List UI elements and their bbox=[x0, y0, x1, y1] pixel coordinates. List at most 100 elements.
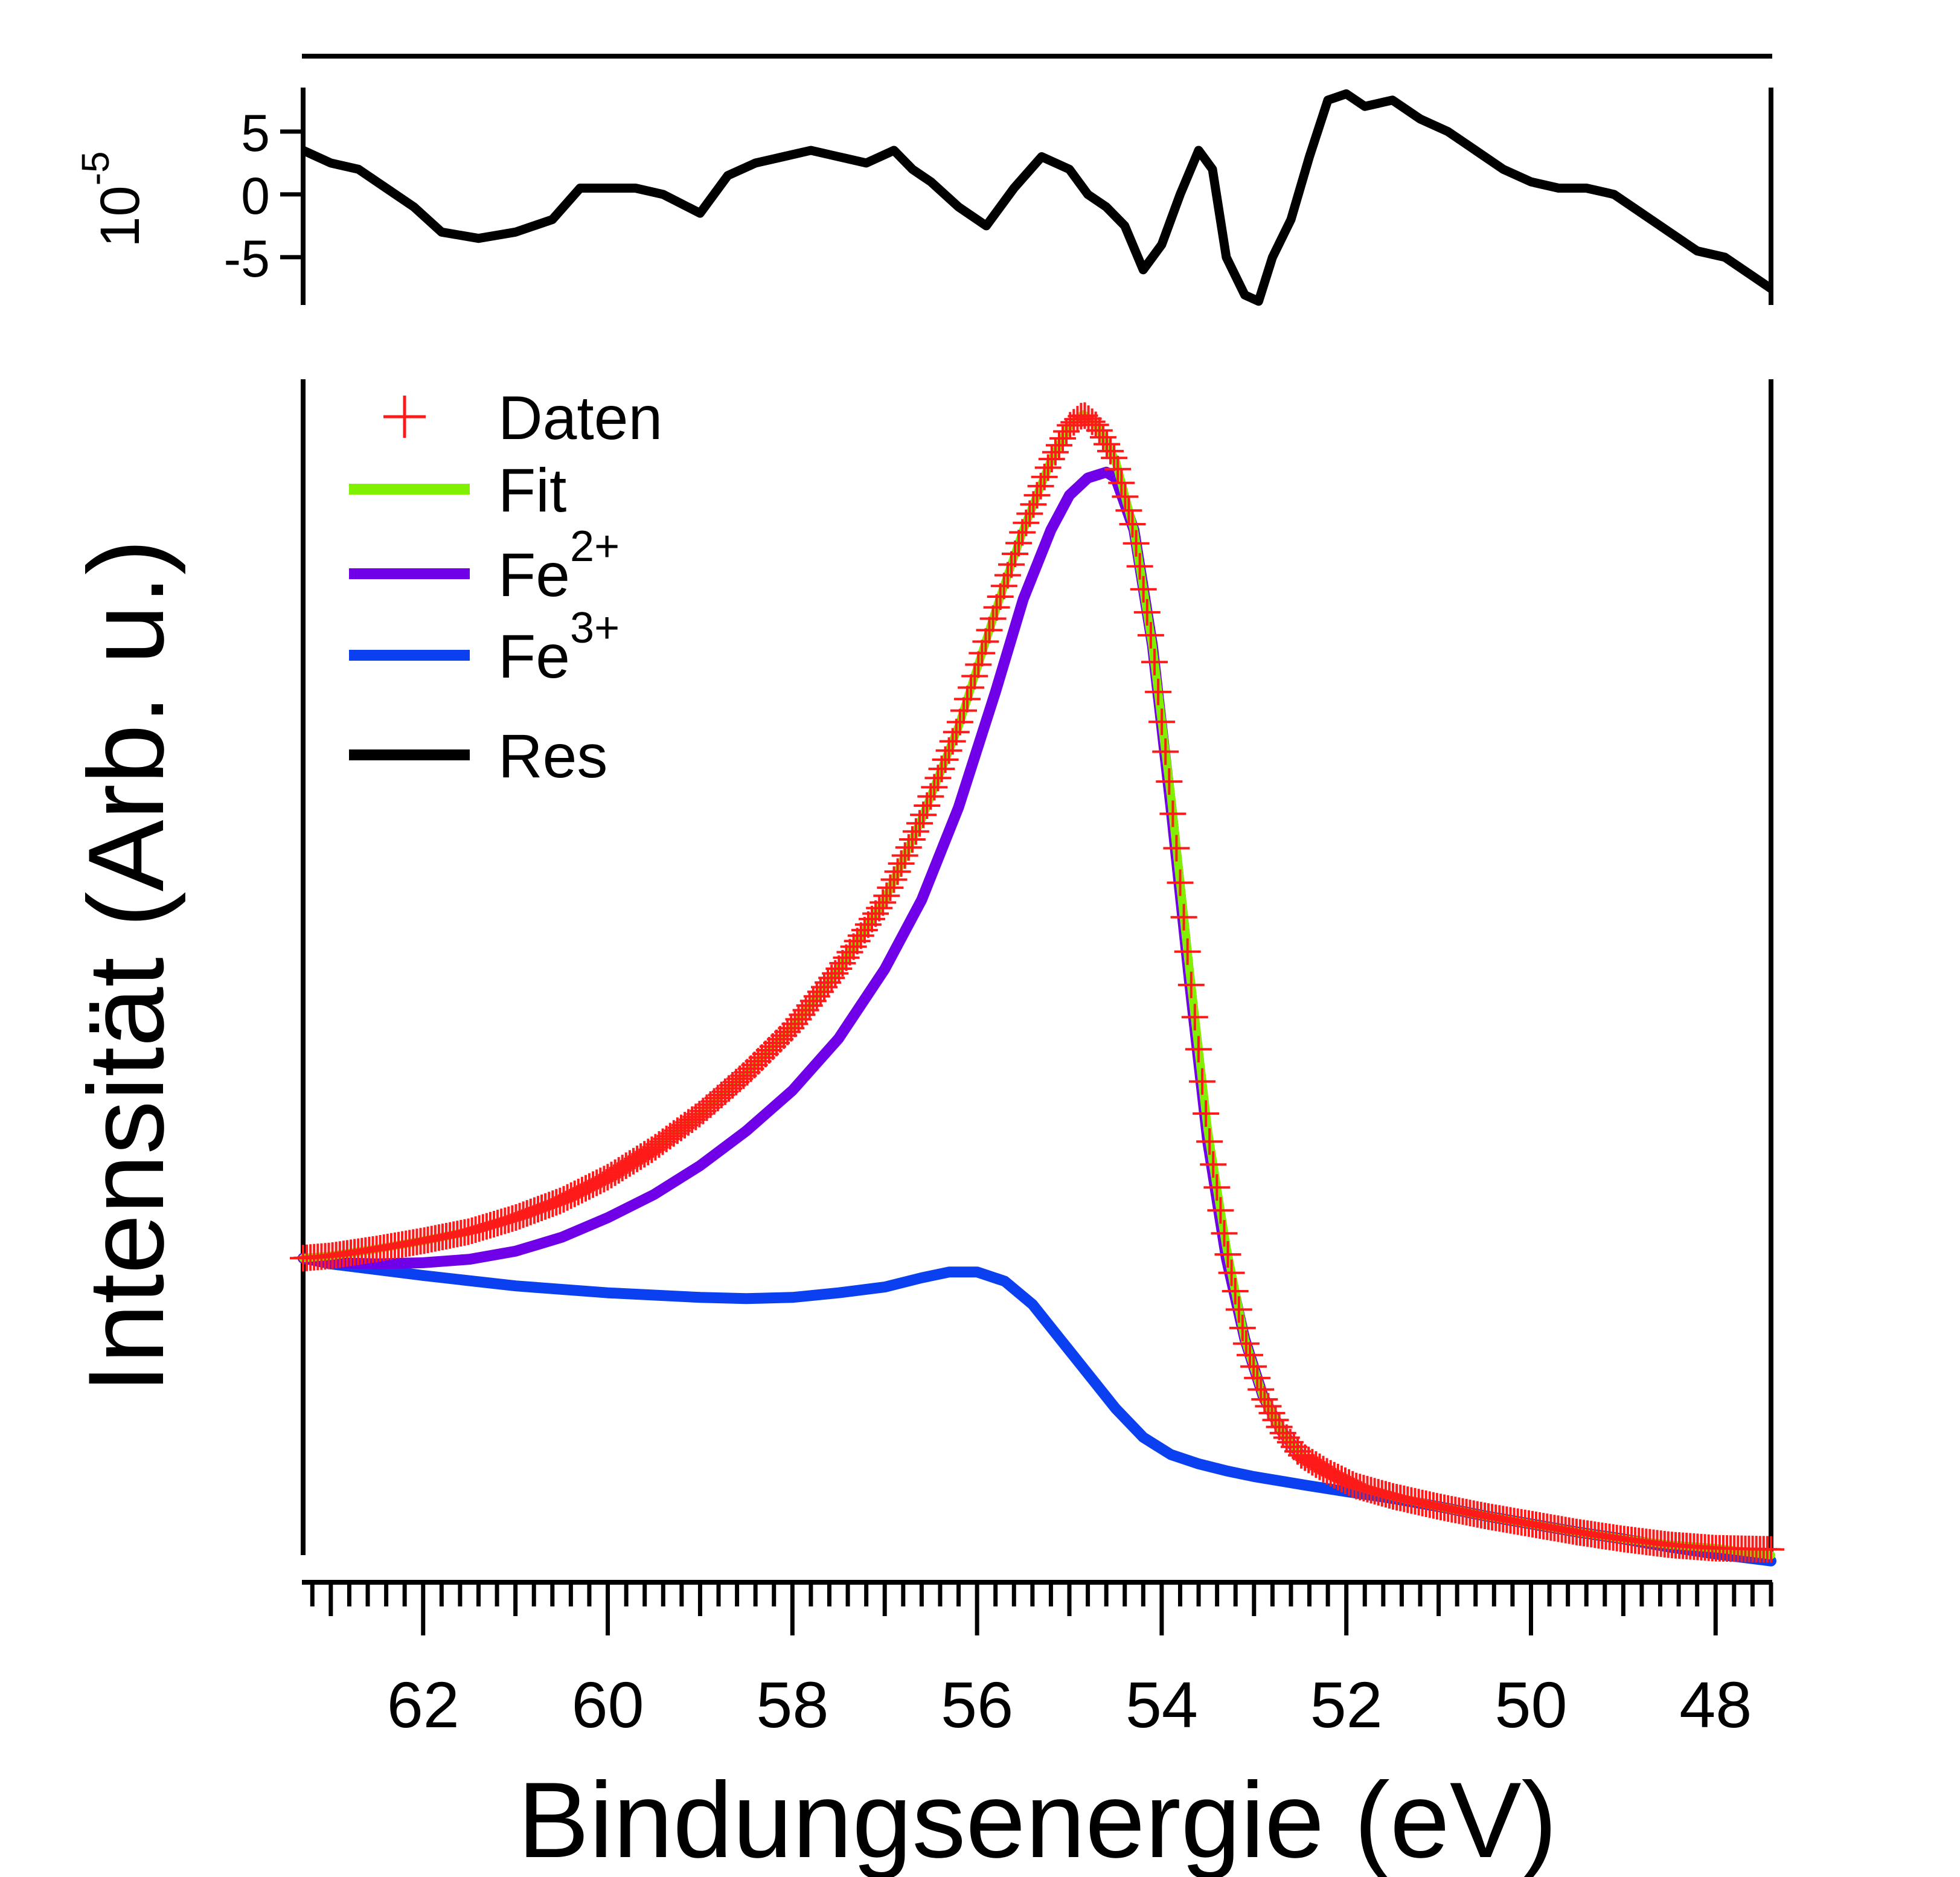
residual-y-label: 10-5 bbox=[74, 151, 151, 247]
daten-marker bbox=[554, 1184, 581, 1211]
daten-marker bbox=[1237, 1341, 1263, 1368]
daten-marker bbox=[946, 708, 973, 736]
daten-marker bbox=[1119, 511, 1146, 537]
daten-marker bbox=[1089, 424, 1116, 451]
daten-marker bbox=[976, 617, 1003, 644]
daten-marker bbox=[627, 1143, 655, 1170]
x-tick-label: 50 bbox=[1494, 1668, 1567, 1741]
daten-marker bbox=[1112, 483, 1139, 510]
daten-marker bbox=[847, 922, 874, 949]
legend-label: Fe3+ bbox=[498, 604, 620, 691]
daten-marker bbox=[1189, 1068, 1215, 1095]
daten-marker bbox=[1317, 1460, 1344, 1487]
daten-marker bbox=[1185, 1036, 1212, 1063]
x-tick-label: 60 bbox=[571, 1668, 644, 1741]
daten-marker bbox=[1207, 1197, 1234, 1224]
daten-marker bbox=[1310, 1455, 1337, 1483]
daten-marker bbox=[822, 960, 849, 987]
daten-marker bbox=[543, 1189, 570, 1216]
daten-marker bbox=[1758, 1536, 1784, 1563]
daten-marker bbox=[954, 685, 981, 713]
daten-marker bbox=[1332, 1467, 1359, 1494]
daten-marker bbox=[767, 1025, 794, 1053]
daten-marker bbox=[1295, 1446, 1322, 1474]
daten-marker bbox=[1177, 971, 1205, 998]
daten-marker bbox=[1222, 1278, 1249, 1304]
daten-marker bbox=[763, 1029, 790, 1056]
daten-marker bbox=[1313, 1458, 1340, 1485]
daten-marker bbox=[572, 1175, 599, 1202]
residual-line bbox=[301, 89, 1774, 306]
legend-daten-swatch bbox=[383, 396, 426, 438]
daten-marker bbox=[532, 1193, 559, 1220]
daten-marker bbox=[833, 944, 860, 971]
legend-label: Res bbox=[498, 722, 607, 791]
daten-marker bbox=[1170, 903, 1197, 931]
daten-marker bbox=[972, 628, 999, 655]
daten-marker bbox=[557, 1182, 584, 1209]
daten-marker bbox=[510, 1201, 537, 1228]
daten-marker bbox=[1156, 768, 1183, 795]
residual-y-tick-label: 5 bbox=[241, 104, 270, 162]
daten-marker bbox=[1115, 497, 1142, 524]
x-tick-label: 48 bbox=[1679, 1668, 1752, 1741]
daten-marker bbox=[580, 1171, 607, 1198]
daten-marker bbox=[1299, 1449, 1326, 1476]
y-axis-title: Intensität (Arb. u.) bbox=[66, 539, 186, 1394]
daten-marker bbox=[998, 551, 1025, 578]
daten-marker bbox=[1163, 835, 1190, 862]
daten-marker bbox=[635, 1138, 662, 1166]
daten-marker bbox=[1038, 446, 1065, 473]
residual-y-ticks: 50-5 bbox=[224, 104, 303, 288]
daten-marker bbox=[550, 1186, 577, 1213]
legend-label-text: Daten bbox=[498, 383, 662, 452]
daten-marker bbox=[961, 663, 988, 690]
residual-panel: 50-5 10-5 bbox=[74, 54, 1774, 306]
x-axis-ticks bbox=[310, 1582, 1773, 1635]
daten-marker bbox=[854, 911, 882, 938]
daten-marker bbox=[587, 1167, 614, 1195]
x-axis-title: Bindungsenergie (eV) bbox=[517, 1760, 1557, 1877]
daten-marker bbox=[1292, 1444, 1319, 1471]
daten-marker bbox=[730, 1062, 757, 1089]
legend-label-text: Fe bbox=[498, 541, 570, 609]
daten-marker bbox=[609, 1155, 636, 1182]
daten-marker bbox=[1211, 1220, 1238, 1247]
daten-marker bbox=[1123, 530, 1150, 557]
daten-marker bbox=[1218, 1259, 1245, 1286]
x-tick-label: 54 bbox=[1126, 1668, 1198, 1741]
daten-marker bbox=[576, 1173, 603, 1200]
residual-series bbox=[301, 89, 1774, 306]
daten-marker bbox=[520, 1197, 548, 1224]
daten-marker bbox=[620, 1147, 647, 1175]
daten-marker bbox=[958, 674, 985, 701]
daten-marker bbox=[1086, 417, 1113, 444]
daten-marker bbox=[528, 1195, 555, 1221]
daten-marker bbox=[759, 1033, 786, 1060]
daten-marker bbox=[624, 1145, 651, 1172]
daten-marker bbox=[745, 1048, 772, 1075]
daten-marker bbox=[862, 900, 889, 927]
legend-label: Fit bbox=[498, 456, 566, 525]
daten-marker bbox=[631, 1141, 658, 1168]
daten-marker bbox=[1174, 938, 1201, 965]
residual-y-label-exponent: -5 bbox=[74, 151, 117, 185]
daten-marker bbox=[987, 583, 1014, 610]
daten-marker bbox=[950, 697, 977, 724]
daten-marker bbox=[1258, 1399, 1286, 1426]
residual-y-tick-label: 0 bbox=[241, 167, 270, 225]
daten-marker bbox=[1288, 1442, 1315, 1469]
daten-marker bbox=[1324, 1463, 1351, 1490]
daten-marker bbox=[770, 1022, 798, 1049]
daten-marker bbox=[539, 1190, 566, 1218]
daten-marker bbox=[506, 1202, 533, 1230]
daten-marker bbox=[1049, 425, 1076, 452]
x-tick-label: 62 bbox=[387, 1668, 460, 1741]
daten-marker bbox=[1152, 738, 1179, 765]
daten-marker bbox=[752, 1041, 779, 1068]
daten-marker bbox=[741, 1051, 768, 1079]
daten-marker bbox=[583, 1169, 610, 1196]
daten-marker bbox=[755, 1037, 783, 1064]
x-tick-label: 56 bbox=[941, 1668, 1013, 1741]
daten-marker bbox=[734, 1059, 761, 1086]
